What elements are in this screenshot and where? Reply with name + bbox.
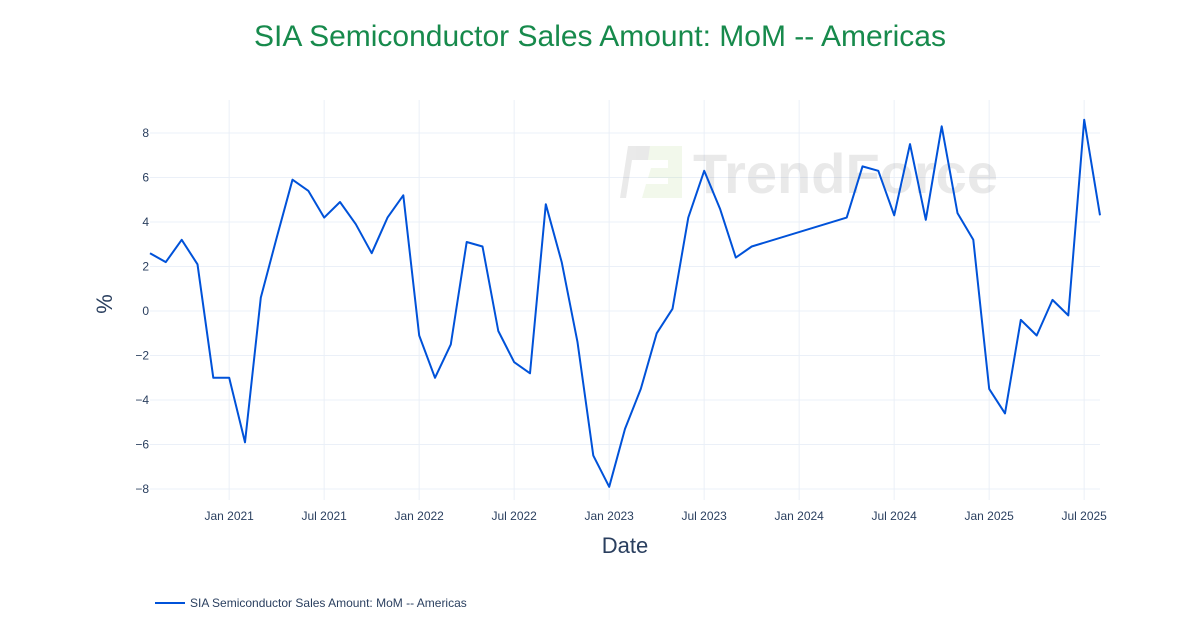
x-axis: Jan 2021 Jul 2021 Jan 2022 Jul 2022 Jan 2023… bbox=[204, 509, 1107, 523]
y-tick-label: 8 bbox=[142, 126, 149, 140]
x-tick-label: Jul 2021 bbox=[301, 509, 347, 523]
x-tick-label: Jan 2024 bbox=[774, 509, 824, 523]
data-points bbox=[149, 119, 1101, 487]
x-tick-label: Jul 2025 bbox=[1061, 509, 1107, 523]
x-tick-label: Jul 2023 bbox=[681, 509, 727, 523]
x-tick-label: Jan 2022 bbox=[394, 509, 444, 523]
x-tick-label: Jul 2022 bbox=[491, 509, 537, 523]
x-tick-label: Jan 2025 bbox=[964, 509, 1014, 523]
trendforce-watermark: TrendForce bbox=[620, 142, 998, 205]
legend-label: SIA Semiconductor Sales Amount: MoM -- A… bbox=[190, 596, 467, 610]
y-axis: 8 6 4 2 0 −2 −4 −6 −8 bbox=[135, 126, 149, 496]
legend-swatch bbox=[155, 602, 185, 604]
y-axis-title: % bbox=[92, 294, 117, 314]
y-tick-label: −6 bbox=[135, 438, 149, 452]
series-line bbox=[149, 118, 1101, 488]
x-tick-label: Jan 2023 bbox=[584, 509, 634, 523]
y-tick-label: 6 bbox=[142, 171, 149, 185]
x-tick-label: Jul 2024 bbox=[871, 509, 917, 523]
y-tick-label: −2 bbox=[135, 349, 149, 363]
y-tick-label: 0 bbox=[142, 304, 149, 318]
legend[interactable]: SIA Semiconductor Sales Amount: MoM -- A… bbox=[155, 596, 467, 610]
watermark-logo-mark-accent bbox=[642, 146, 682, 198]
watermark-logo-mark bbox=[620, 146, 658, 198]
chart-title: SIA Semiconductor Sales Amount: MoM -- A… bbox=[254, 20, 946, 53]
y-tick-label: 2 bbox=[142, 260, 149, 274]
x-axis-title: Date bbox=[602, 533, 648, 558]
watermark-text: TrendForce bbox=[693, 142, 998, 205]
y-tick-label: 4 bbox=[142, 215, 149, 229]
y-tick-label: −8 bbox=[135, 482, 149, 496]
y-tick-label: −4 bbox=[135, 393, 149, 407]
grid bbox=[150, 100, 1100, 500]
x-tick-label: Jan 2021 bbox=[204, 509, 254, 523]
